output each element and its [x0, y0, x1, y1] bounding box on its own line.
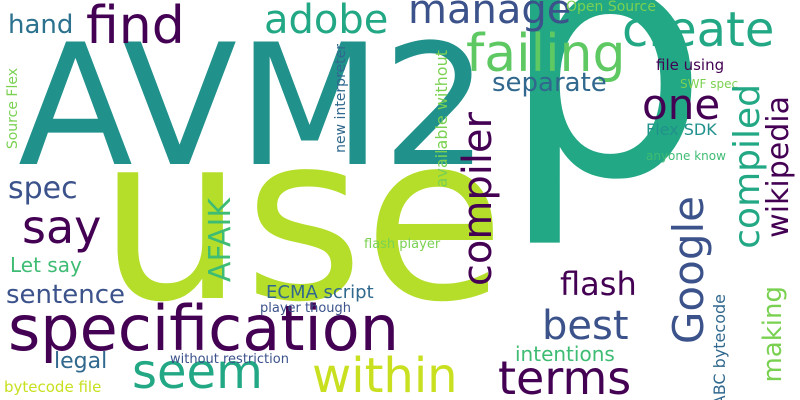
word-flash-player: flash player: [364, 237, 441, 252]
word-making: making: [758, 286, 788, 383]
word-separate: separate: [492, 68, 607, 98]
word-abc-bytecode: ABC bytecode: [710, 294, 729, 400]
word-within: within: [312, 348, 458, 400]
word-spec: spec: [8, 171, 78, 206]
word-avm2: AVM2: [18, 8, 489, 204]
word-failing: failing: [466, 24, 626, 84]
word-new-interpreter: new interpreter: [333, 44, 349, 153]
word-compiler: compiler: [455, 112, 501, 287]
word-seem: seem: [132, 344, 263, 400]
word-intentions: intentions: [515, 342, 615, 366]
word-file-using: file using: [656, 56, 725, 74]
word-available-without: available without: [432, 50, 451, 188]
word-swf-spec: SWF spec: [680, 77, 739, 91]
word-player-though: player though: [260, 301, 352, 316]
word-find: find: [86, 0, 185, 56]
word-hand: hand: [8, 10, 74, 40]
word-anyone-know: anyone know: [646, 149, 726, 163]
word-use: use: [98, 86, 506, 353]
word-source-flex: Source Flex: [5, 68, 21, 150]
word-ecma-script: ECMA script: [266, 282, 374, 303]
word-flash: flash: [560, 265, 637, 303]
word-best: best: [542, 303, 629, 349]
word-open-source: Open Source: [566, 0, 656, 15]
word-flex-sdk: Flex SDK: [646, 120, 717, 139]
word-p: p: [500, 0, 710, 252]
word-sentence: sentence: [6, 280, 125, 310]
word-say: say: [22, 200, 102, 254]
word-adobe: adobe: [264, 0, 389, 43]
word-without-restriction: without restriction: [170, 352, 289, 367]
word-specification: specification: [8, 292, 400, 365]
word-manage: manage: [408, 0, 572, 33]
word-one: one: [642, 80, 721, 129]
word-terms: terms: [498, 351, 632, 400]
word-afaik: AFAIK: [203, 198, 238, 283]
word-bytecode-file: bytecode file: [4, 378, 102, 396]
word-let-say: Let say: [10, 253, 82, 277]
word-create: create: [622, 2, 775, 58]
word-legal: legal: [54, 349, 108, 374]
word-wikipedia: wikipedia: [761, 96, 796, 238]
word-google: Google: [664, 196, 713, 345]
